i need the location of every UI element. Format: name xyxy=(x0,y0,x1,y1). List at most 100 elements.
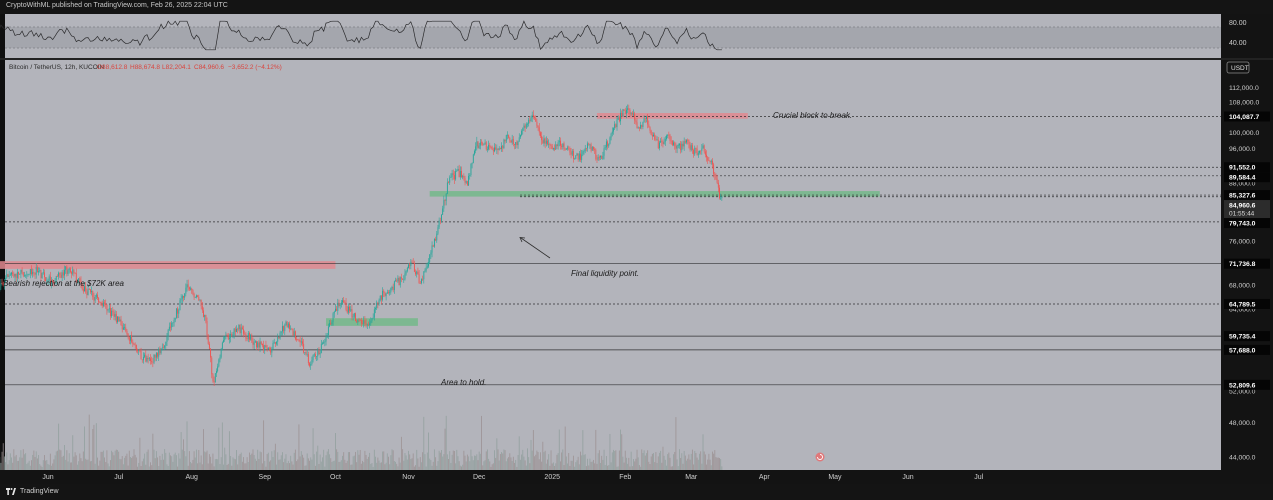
candle-body xyxy=(258,342,260,348)
volume-bar xyxy=(134,454,136,470)
candle-body xyxy=(384,292,386,296)
candle-body xyxy=(425,267,427,271)
volume-bar xyxy=(613,449,614,470)
volume-bar xyxy=(201,464,203,470)
candle-body xyxy=(424,270,426,272)
candle-body xyxy=(194,297,196,298)
volume-bar xyxy=(390,455,392,470)
volume-bar xyxy=(148,466,150,470)
candle-body xyxy=(343,300,345,303)
candle-body xyxy=(627,108,629,110)
volume-bar xyxy=(331,461,333,470)
volume-bar xyxy=(174,452,176,470)
candle-body xyxy=(548,144,550,145)
candle-body xyxy=(352,316,354,318)
volume-bar xyxy=(210,456,212,470)
volume-bar xyxy=(372,466,374,470)
volume-bar xyxy=(45,460,47,470)
price-label-box xyxy=(1224,331,1270,342)
candle-body xyxy=(496,148,498,150)
candle-body xyxy=(326,335,328,338)
reset-scale-icon[interactable] xyxy=(815,452,825,462)
candle-body xyxy=(529,119,531,121)
resistance-zone[interactable] xyxy=(0,261,336,269)
candle-body xyxy=(185,287,187,294)
candle-body xyxy=(426,266,428,268)
volume-bar xyxy=(333,460,335,470)
candle-body xyxy=(95,294,97,298)
volume-bar xyxy=(363,462,365,470)
volume-bar xyxy=(366,458,368,470)
volume-bar xyxy=(564,426,566,470)
volume-bar xyxy=(519,459,521,470)
volume-bar xyxy=(95,423,97,470)
volume-bar xyxy=(91,460,93,470)
candle-body xyxy=(503,139,505,148)
volume-bar xyxy=(85,458,87,470)
candle-body xyxy=(483,143,485,145)
currency-badge[interactable] xyxy=(1226,61,1250,74)
candle-body xyxy=(515,142,517,145)
candle-body xyxy=(22,272,24,276)
volume-bar xyxy=(601,455,603,470)
candle-body xyxy=(516,142,518,146)
resistance-zone[interactable] xyxy=(596,113,748,119)
volume-bar xyxy=(710,465,712,470)
volume-bar xyxy=(1,451,3,470)
candle-body xyxy=(243,329,245,334)
candle-body xyxy=(166,336,168,342)
candle-body xyxy=(114,314,116,317)
candle-body xyxy=(365,322,367,325)
candle-body xyxy=(3,282,5,287)
candle-body xyxy=(40,270,42,278)
candle-body xyxy=(437,227,439,234)
candle-body xyxy=(476,141,478,147)
candle-body xyxy=(195,295,197,298)
candle-body xyxy=(445,193,447,202)
price-label-box xyxy=(1224,190,1270,201)
volume-bar xyxy=(410,459,412,470)
volume-bar xyxy=(23,454,25,470)
support-zone[interactable] xyxy=(429,191,880,197)
volume-bar xyxy=(680,457,682,470)
volume-bar xyxy=(173,454,175,470)
candle-body xyxy=(567,147,568,149)
candle-body xyxy=(193,293,195,298)
volume-bar xyxy=(437,461,439,470)
candle-body xyxy=(379,295,381,301)
candle-body xyxy=(544,138,546,144)
candle-body xyxy=(100,302,102,305)
candle-body xyxy=(157,352,159,357)
volume-bar xyxy=(152,433,154,470)
candle-body xyxy=(190,288,191,290)
volume-bar xyxy=(497,449,499,470)
volume-bar xyxy=(557,453,559,470)
candle-body xyxy=(494,147,495,152)
price-chart[interactable]: 80.00 40.00 Bitcoin / TetherUS, 12h, KUC… xyxy=(0,14,1273,484)
candle-body xyxy=(657,139,659,149)
volume-bar xyxy=(362,460,363,470)
candle-body xyxy=(201,306,203,311)
volume-bar xyxy=(714,450,716,470)
volume-bar xyxy=(16,460,18,470)
candle-body xyxy=(331,322,333,325)
candle-body xyxy=(646,116,647,119)
candle-body xyxy=(456,170,458,172)
volume-bar xyxy=(263,420,265,470)
volume-bar xyxy=(181,449,183,470)
candle-body xyxy=(373,309,375,318)
volume-bar xyxy=(60,450,62,470)
candle-body xyxy=(419,283,421,284)
candle-body xyxy=(638,127,640,129)
candle-body xyxy=(58,272,60,277)
volume-bar xyxy=(68,453,70,470)
publish-bar: CryptoWithML published on TradingView.co… xyxy=(0,0,1273,14)
price-label-box xyxy=(1224,218,1270,229)
candle-body xyxy=(670,140,672,142)
candle-body xyxy=(178,310,180,314)
candle-body xyxy=(596,158,598,160)
candle-body xyxy=(211,357,213,375)
publish-text: CryptoWithML published on TradingView.co… xyxy=(6,2,228,9)
volume-bar xyxy=(132,456,134,470)
candle-body xyxy=(541,136,543,141)
